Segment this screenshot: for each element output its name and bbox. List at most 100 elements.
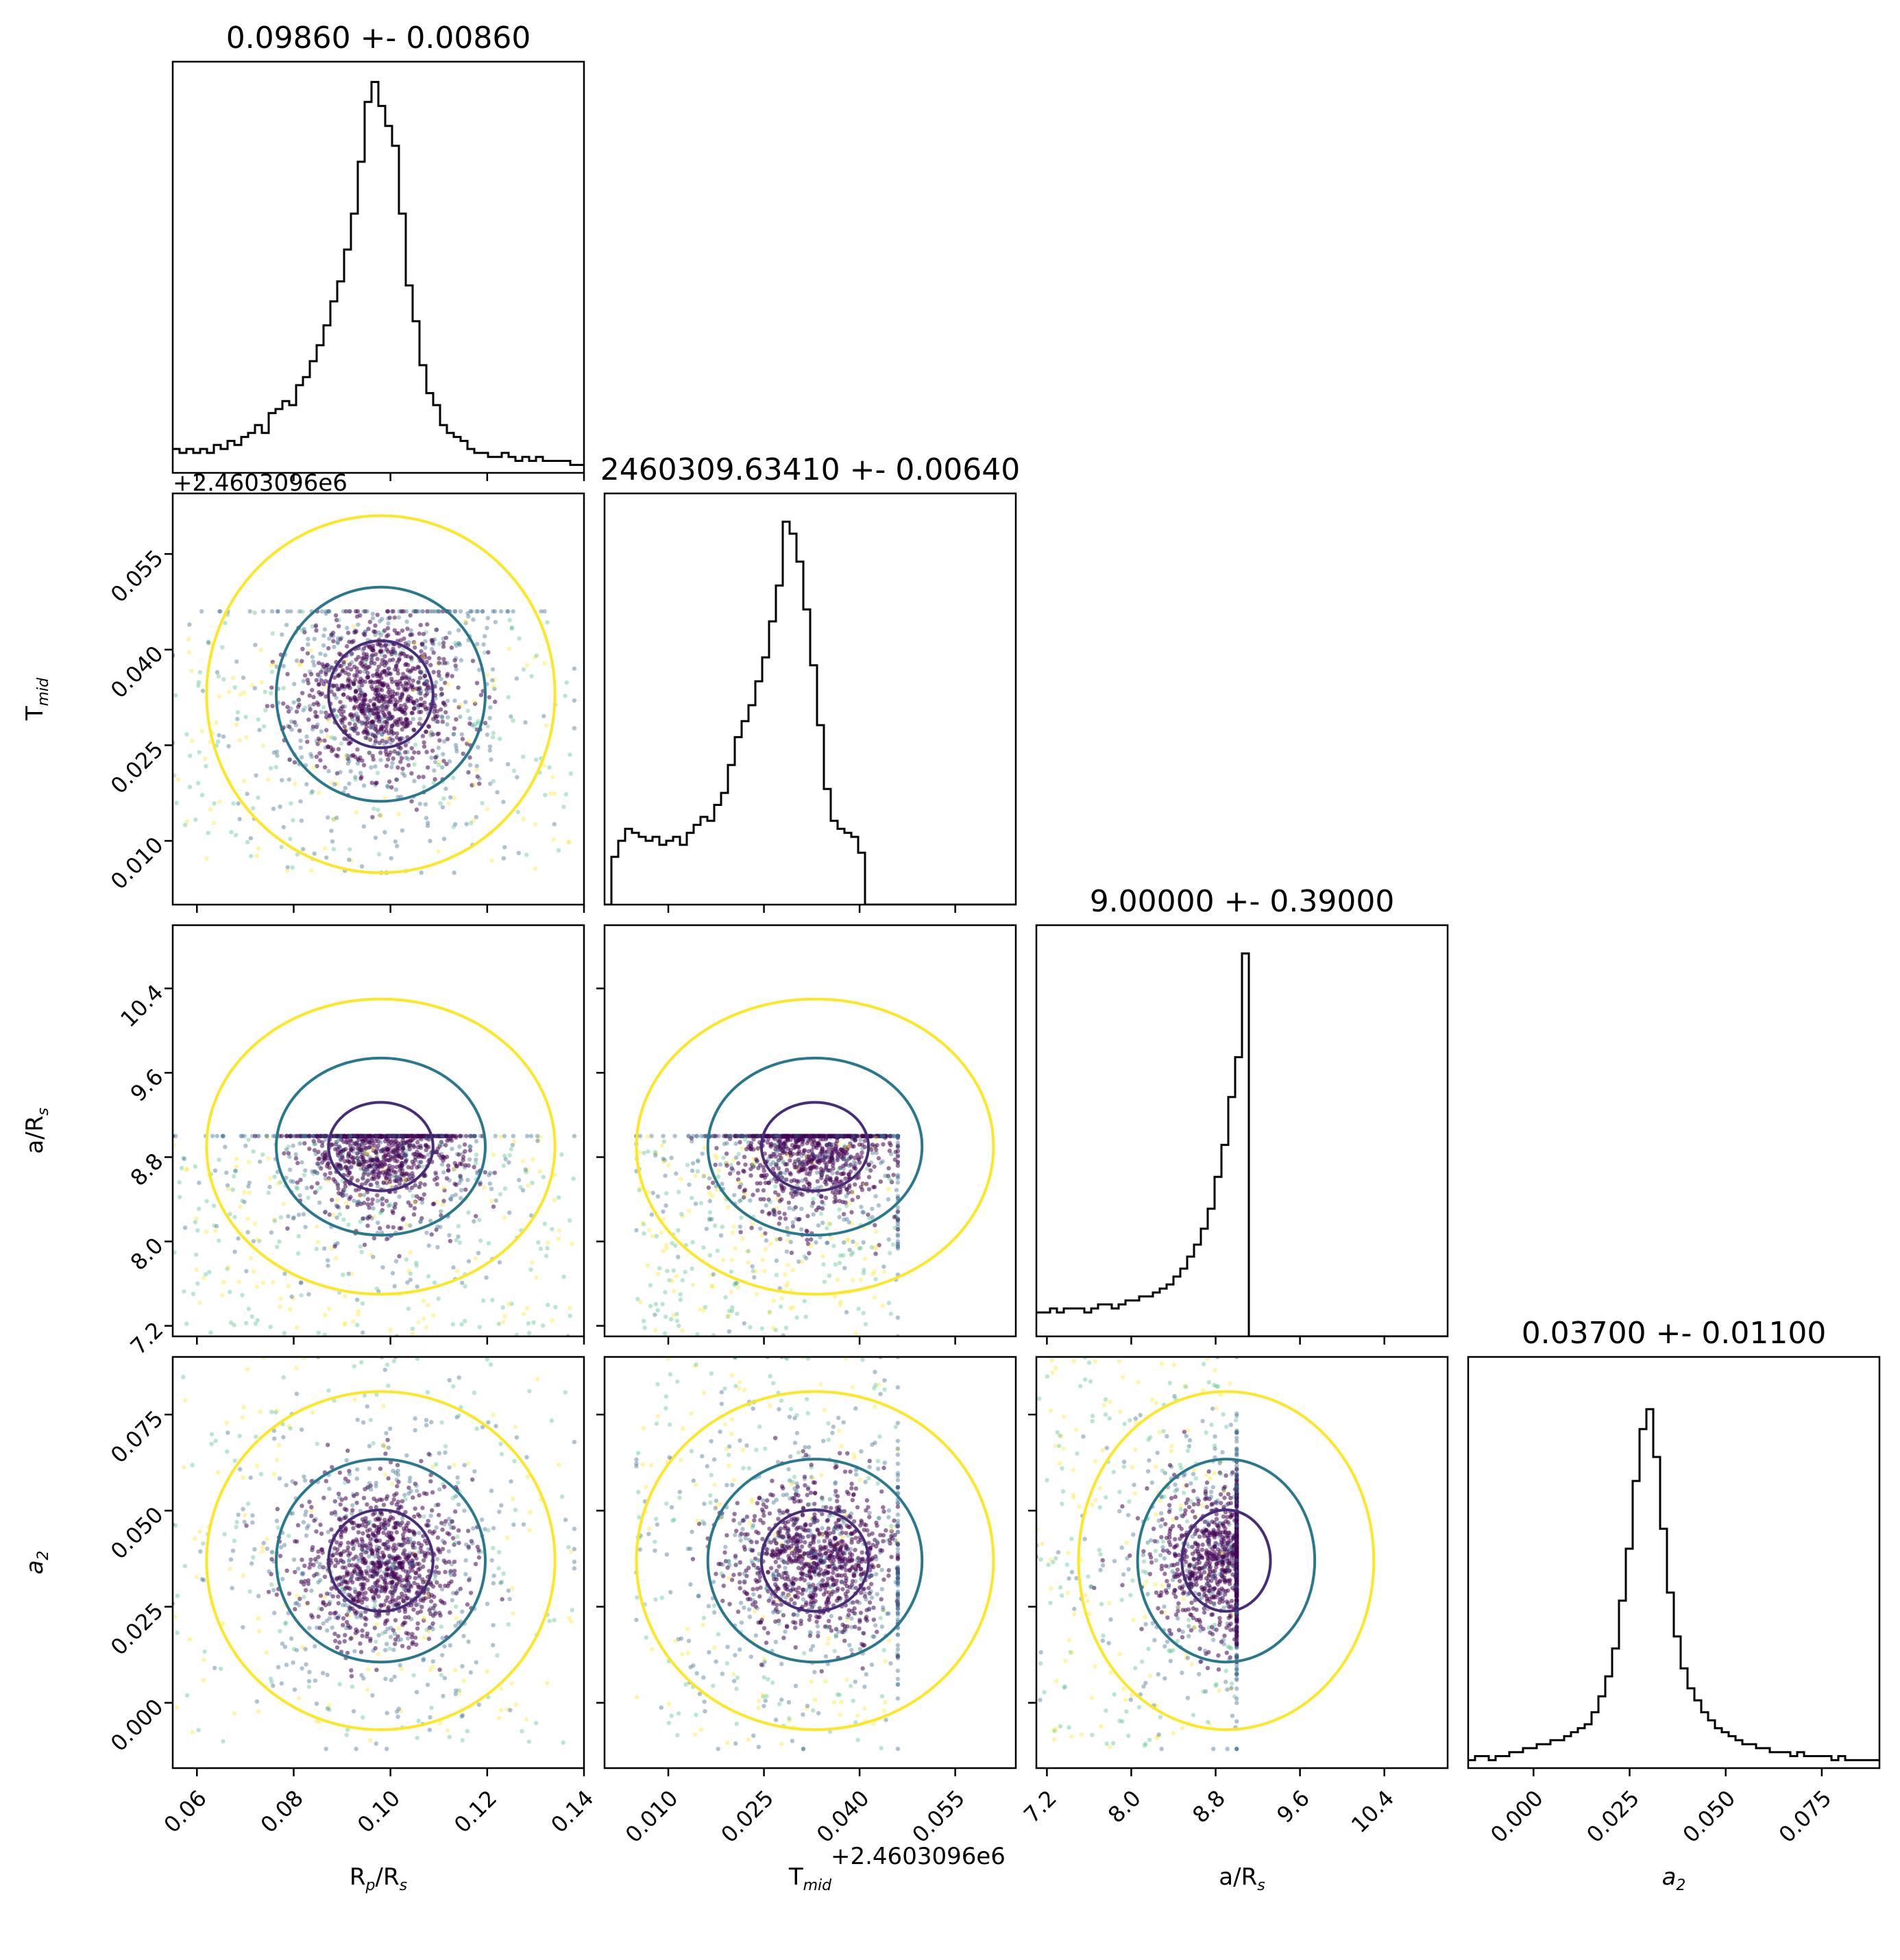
axis-label-sub: s [35, 1107, 52, 1115]
panel-rp-vs-ars: 7.2 8.0 8.8 9.6 10.4 [115, 924, 585, 1360]
scatter-points [173, 609, 577, 875]
axis-label-tail-sub: s [400, 1877, 407, 1894]
panel-ars-hist: 9.00000 +- 0.39000 [1035, 884, 1449, 1345]
y-axis-label-a2: a2 [21, 1551, 52, 1575]
panel-title-ars: 9.00000 +- 0.39000 [1090, 884, 1395, 919]
panel-tmid-vs-a2: 0.010 0.025 0.040 0.055 [596, 1356, 1017, 1848]
panel-frame [171, 492, 585, 906]
y-tick-label: 9.6 [125, 1064, 169, 1107]
contour-inner [1180, 1508, 1272, 1613]
axis-label-sub: p [365, 1877, 376, 1894]
panel-rp-hist: 0.09860 +- 0.00860 [171, 21, 585, 481]
x-tick-label: 0.12 [449, 1785, 502, 1838]
x-tick-label: 0.010 [620, 1785, 683, 1848]
contour-outer [205, 1390, 557, 1731]
x-tick-label: 0.14 [546, 1785, 598, 1838]
x-axis-label-rp: Rp/Rs [350, 1863, 407, 1894]
axis-label-sub: 2 [35, 1551, 52, 1560]
x-tick-label: 0.06 [159, 1785, 212, 1838]
contour-middle [275, 1056, 487, 1237]
y-tick-label: 0.055 [106, 545, 169, 608]
panel-tmid-hist: 2460309.63410 +- 0.00640 [600, 452, 1021, 913]
x-tick-label: 0.08 [256, 1785, 308, 1838]
x-tick-label: 8.0 [1103, 1785, 1146, 1828]
contour-middle [1136, 1458, 1317, 1664]
panel-frame [603, 924, 1017, 1338]
contour-middle [706, 1056, 924, 1237]
contour-outer [205, 514, 557, 874]
x-tick-label: 9.6 [1271, 1785, 1315, 1828]
panel-frame [1035, 924, 1449, 1338]
y-offset-text: +2.4603096e6 [173, 469, 348, 497]
y-tick-label: 0.025 [106, 736, 169, 799]
x-axis-label-a2: a2 [1662, 1863, 1686, 1894]
contour-middle [706, 1458, 924, 1664]
axis-label-main: a/R [21, 1116, 49, 1154]
histogram-a2 [1468, 1408, 1879, 1761]
scatter-points [634, 1134, 901, 1336]
contour-inner [327, 1508, 435, 1613]
panel-a2-hist: 0.000 0.025 0.050 0.075 0.03700 +- 0.01100 [1467, 1316, 1881, 1848]
panel-rp-vs-a2: 0.06 0.08 0.10 0.12 0.14 0.000 0.025 0.050 0.075 [106, 1356, 598, 1838]
axis-label-main: a [21, 1560, 49, 1575]
y-tick-label: 0.000 [106, 1693, 169, 1756]
axis-label-sub: 2 [1676, 1877, 1685, 1894]
contour-inner [759, 1508, 870, 1613]
histogram-tmid [605, 520, 1016, 905]
scatter-points [1036, 1357, 1239, 1752]
scatter-points [634, 1357, 901, 1752]
y-axis-label-ars: a/Rs [21, 1107, 52, 1153]
axis-label-sub: s [1257, 1877, 1265, 1894]
contour-inner [327, 1101, 435, 1192]
y-tick-label: 0.025 [106, 1597, 169, 1661]
y-tick-label: 0.040 [106, 641, 169, 704]
x-tick-label: 7.2 [1019, 1785, 1062, 1828]
x-tick-label: 0.075 [1774, 1785, 1837, 1848]
scatter-points [173, 1134, 577, 1336]
y-axis-label-tmid: Tmid [21, 677, 52, 721]
y-tick-label: 10.4 [115, 979, 168, 1032]
panel-frame [603, 492, 1017, 906]
histogram-ars [1036, 952, 1448, 1336]
panel-frame [1467, 1356, 1881, 1769]
x-tick-label: 8.8 [1187, 1785, 1230, 1828]
contour-outer [205, 997, 557, 1296]
panel-frame [171, 1356, 585, 1769]
x-tick-label: 10.4 [1346, 1785, 1399, 1838]
y-tick-label: 0.050 [106, 1502, 169, 1565]
contour-middle [275, 1458, 487, 1664]
panel-frame [1035, 1356, 1449, 1769]
axis-label-main: a [1662, 1863, 1677, 1891]
panel-frame [603, 1356, 1017, 1769]
contour-middle [275, 585, 487, 803]
x-tick-label: 0.040 [812, 1785, 875, 1848]
x-tick-label: 0.10 [352, 1785, 405, 1838]
axis-label-tail: /R [376, 1863, 400, 1891]
axis-label-main: a/R [1219, 1863, 1257, 1891]
contour-outer [1077, 1390, 1376, 1731]
x-tick-label: 0.000 [1485, 1785, 1548, 1848]
panel-title-a2: 0.03700 +- 0.01100 [1522, 1316, 1827, 1351]
x-tick-label: 0.025 [716, 1785, 779, 1848]
panel-rp-vs-tmid: 0.010 0.025 0.040 0.055 [106, 492, 585, 913]
x-offset-text: +2.4603096e6 [831, 1843, 1006, 1870]
panel-title-tmid: 2460309.63410 +- 0.00640 [600, 452, 1021, 487]
panel-ars-vs-a2: 7.2 8.0 8.8 9.6 10.4 [1019, 1356, 1449, 1838]
contour-inner [759, 1101, 870, 1192]
axis-label-main: R [350, 1863, 366, 1891]
contour-outer [635, 997, 995, 1296]
panel-tmid-vs-ars [596, 924, 1017, 1345]
x-tick-label: 0.025 [1581, 1785, 1644, 1848]
scatter-points [173, 1357, 577, 1752]
panel-frame [171, 60, 585, 474]
y-tick-label: 8.0 [125, 1232, 169, 1275]
y-tick-label: 0.075 [106, 1406, 169, 1469]
contour-inner [327, 639, 435, 750]
x-tick-label: 0.050 [1678, 1785, 1741, 1848]
x-tick-label: 0.055 [907, 1785, 970, 1848]
axis-label-main: T [788, 1863, 803, 1891]
y-tick-label: 7.2 [125, 1316, 169, 1360]
y-tick-label: 0.010 [106, 832, 169, 895]
contour-outer [635, 1390, 995, 1731]
